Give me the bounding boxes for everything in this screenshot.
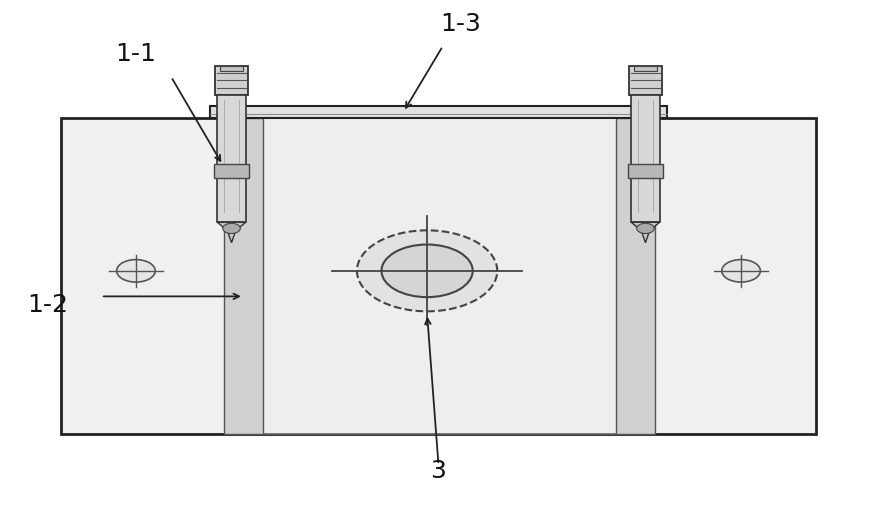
Ellipse shape	[722, 260, 760, 282]
Bar	[210, 106, 667, 118]
Text: 1-3: 1-3	[440, 12, 481, 36]
Text: 1-2: 1-2	[28, 293, 68, 317]
Ellipse shape	[117, 260, 155, 282]
Bar	[634, 65, 657, 71]
Text: 3: 3	[431, 459, 446, 483]
Polygon shape	[217, 222, 246, 243]
Bar	[239, 118, 631, 434]
Text: 1-1: 1-1	[116, 42, 156, 66]
Bar	[217, 95, 246, 222]
Bar	[616, 118, 655, 434]
Polygon shape	[631, 222, 660, 243]
Bar	[220, 65, 243, 71]
Ellipse shape	[381, 244, 473, 297]
Bar	[629, 66, 662, 95]
Circle shape	[637, 223, 654, 234]
Bar	[214, 164, 249, 178]
Bar	[628, 164, 663, 178]
Bar	[215, 66, 248, 95]
Circle shape	[223, 223, 240, 234]
Ellipse shape	[357, 230, 497, 311]
Bar	[61, 118, 816, 434]
Bar	[631, 95, 660, 222]
Bar	[224, 118, 263, 434]
